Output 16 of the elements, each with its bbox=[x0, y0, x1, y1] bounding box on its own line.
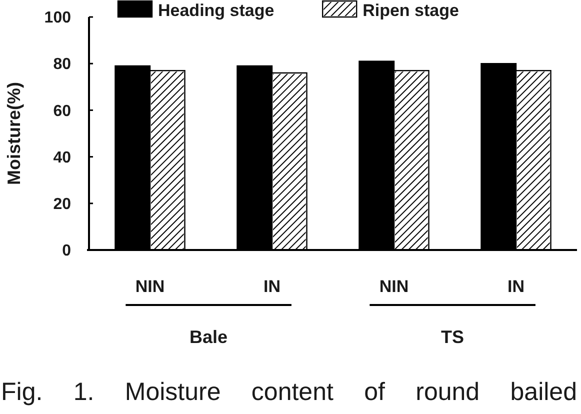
caption: Fig. 1. Moisture content of round bailed bbox=[1, 378, 577, 406]
x-tick-label: IN bbox=[264, 277, 280, 296]
x-tick-label: NIN bbox=[135, 277, 165, 296]
legend-label: Heading stage bbox=[158, 1, 274, 20]
y-tick-label: 80 bbox=[53, 56, 72, 74]
y-tick-label: 60 bbox=[53, 102, 72, 120]
legend-label: Ripen stage bbox=[362, 1, 459, 20]
text: Bale bbox=[190, 327, 228, 347]
y-tick-label: 20 bbox=[53, 196, 72, 213]
y-tick-label: 100 bbox=[44, 10, 72, 27]
y-tick-label: 0 bbox=[62, 242, 72, 260]
y-axis-title: Moisture(%) bbox=[4, 82, 24, 185]
x-tick-label: NIN bbox=[379, 277, 409, 296]
x-tick-label: IN bbox=[508, 277, 524, 296]
text: TS bbox=[441, 327, 464, 347]
y-tick-label: 40 bbox=[53, 149, 72, 166]
